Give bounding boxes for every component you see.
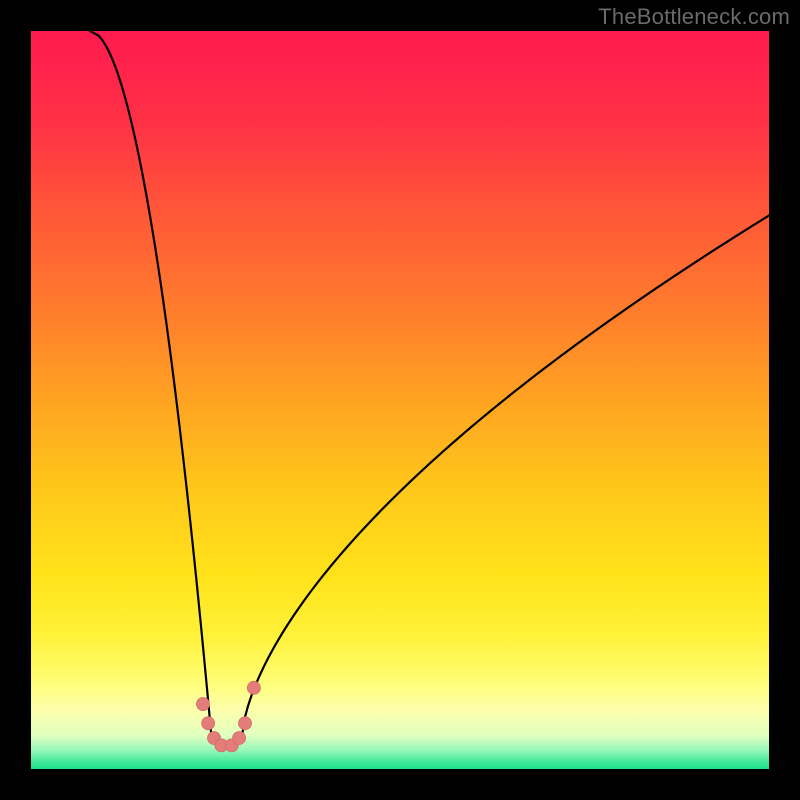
plot-svg <box>31 31 769 769</box>
marker-point <box>202 717 215 730</box>
marker-point <box>196 698 209 711</box>
marker-point <box>233 732 246 745</box>
marker-point <box>247 681 260 694</box>
plot-area <box>31 31 769 769</box>
marker-point <box>239 717 252 730</box>
chart-frame: TheBottleneck.com <box>0 0 800 800</box>
plot-background <box>31 31 769 769</box>
watermark-text: TheBottleneck.com <box>598 4 790 30</box>
